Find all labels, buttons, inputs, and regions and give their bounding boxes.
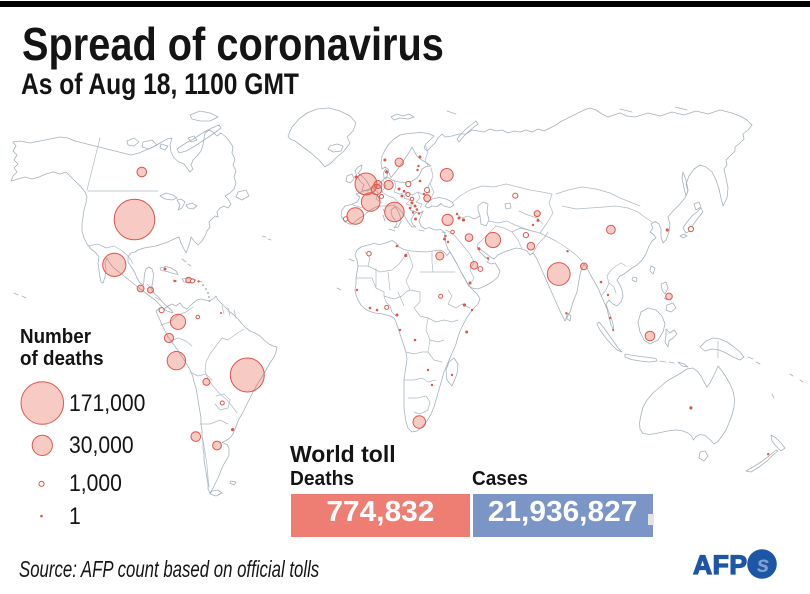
svg-text:s: s	[757, 551, 770, 577]
